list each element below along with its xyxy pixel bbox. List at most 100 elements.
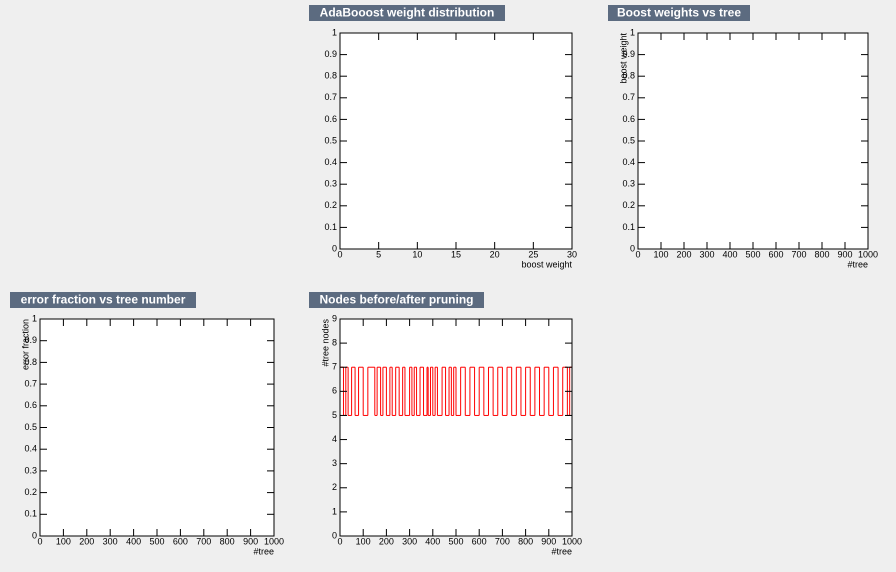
y-tick-label: 0.5 [24, 422, 37, 432]
y-tick-label: 1 [332, 506, 337, 516]
y-tick-label: 0.9 [622, 49, 635, 59]
x-tick-label: 900 [837, 249, 852, 259]
x-tick-label: 400 [722, 249, 737, 259]
y-tick-label: 0.8 [24, 357, 37, 367]
x-tick-label: 400 [126, 536, 141, 546]
y-tick-label: 0.3 [622, 179, 635, 189]
x-tick-label: 700 [196, 536, 211, 546]
x-tick-label: 600 [173, 536, 188, 546]
y-tick-label: 0.3 [324, 179, 337, 189]
y-tick-label: 0.4 [324, 157, 337, 167]
x-tick-label: 100 [653, 249, 668, 259]
y-tick-label: 9 [332, 313, 337, 323]
x-tick-label: 0 [635, 249, 640, 259]
x-tick-label: 0 [337, 536, 342, 546]
x-tick-label: 200 [676, 249, 691, 259]
x-tick-label: 500 [149, 536, 164, 546]
y-tick-label: 0.4 [24, 444, 37, 454]
x-tick-label: 800 [518, 536, 533, 546]
chart-title: Nodes before/after pruning [319, 293, 473, 307]
y-axis-label: #tree nodes [320, 319, 330, 367]
x-tick-label: 1000 [858, 249, 878, 259]
x-tick-label: 100 [356, 536, 371, 546]
x-axis-label: boost weight [521, 259, 572, 269]
y-tick-label: 1 [332, 27, 337, 37]
y-tick-label: 0.7 [622, 92, 635, 102]
y-tick-label: 0.2 [324, 200, 337, 210]
x-tick-label: 25 [528, 249, 538, 259]
y-tick-label: 0.4 [622, 157, 635, 167]
plot-frame [39, 318, 275, 537]
x-tick-label: 300 [402, 536, 417, 546]
x-tick-label: 400 [425, 536, 440, 546]
y-tick-label: 0 [332, 530, 337, 540]
y-tick-label: 6 [332, 386, 337, 396]
x-tick-label: 500 [448, 536, 463, 546]
y-tick-label: 0.5 [622, 135, 635, 145]
x-tick-label: 300 [103, 536, 118, 546]
y-tick-label: 0.6 [324, 114, 337, 124]
x-tick-label: 700 [791, 249, 806, 259]
x-tick-label: 0 [37, 536, 42, 546]
x-tick-label: 300 [699, 249, 714, 259]
x-tick-label: 0 [337, 249, 342, 259]
x-tick-label: 600 [472, 536, 487, 546]
y-tick-label: 2 [332, 482, 337, 492]
plot-frame [637, 32, 869, 250]
y-tick-label: 0.8 [622, 71, 635, 81]
y-tick-label: 0.1 [622, 222, 635, 232]
chart-title: AdaBooost weight distribution [320, 6, 495, 20]
y-tick-label: 0 [332, 243, 337, 253]
y-tick-label: 3 [332, 458, 337, 468]
y-tick-label: 0 [630, 243, 635, 253]
x-tick-label: 900 [243, 536, 258, 546]
x-tick-label: 600 [768, 249, 783, 259]
x-tick-label: 100 [56, 536, 71, 546]
title-box [608, 5, 750, 21]
x-axis-label: #tree [551, 546, 572, 556]
y-tick-label: 1 [32, 313, 37, 323]
y-tick-label: 4 [332, 434, 337, 444]
x-tick-label: 900 [541, 536, 556, 546]
x-axis-label: #tree [847, 259, 868, 269]
y-tick-label: 0.2 [622, 200, 635, 210]
y-tick-label: 0.7 [24, 378, 37, 388]
x-axis-label: #tree [253, 546, 274, 556]
x-tick-label: 1000 [264, 536, 284, 546]
y-tick-label: 0.5 [324, 135, 337, 145]
x-tick-label: 200 [79, 536, 94, 546]
y-tick-label: 7 [332, 362, 337, 372]
title-box [309, 292, 484, 308]
x-tick-label: 500 [745, 249, 760, 259]
title-box [10, 292, 196, 308]
y-axis-label: boost weight [618, 33, 628, 84]
y-tick-label: 1 [630, 27, 635, 37]
x-tick-label: 700 [495, 536, 510, 546]
chart-title: error fraction vs tree number [21, 293, 186, 307]
x-tick-label: 800 [220, 536, 235, 546]
x-tick-label: 1000 [562, 536, 582, 546]
y-tick-label: 0.6 [24, 400, 37, 410]
title-box [309, 5, 505, 21]
y-tick-label: 0.3 [24, 465, 37, 475]
x-tick-label: 30 [567, 249, 577, 259]
y-tick-label: 8 [332, 337, 337, 347]
y-tick-label: 0.2 [24, 487, 37, 497]
plot-frame [339, 32, 573, 250]
x-tick-label: 5 [376, 249, 381, 259]
y-tick-label: 5 [332, 410, 337, 420]
y-tick-label: 0.7 [324, 92, 337, 102]
chart-title: Boost weights vs tree [617, 6, 741, 20]
x-tick-label: 200 [379, 536, 394, 546]
x-tick-label: 800 [814, 249, 829, 259]
y-tick-label: 0 [32, 530, 37, 540]
x-tick-label: 10 [412, 249, 422, 259]
x-tick-label: 15 [451, 249, 461, 259]
y-tick-label: 0.8 [324, 71, 337, 81]
y-tick-label: 0.6 [622, 114, 635, 124]
y-axis-label: error fraction [20, 319, 30, 370]
plot-frame [339, 318, 573, 537]
y-tick-label: 0.9 [24, 335, 37, 345]
x-tick-label: 20 [490, 249, 500, 259]
